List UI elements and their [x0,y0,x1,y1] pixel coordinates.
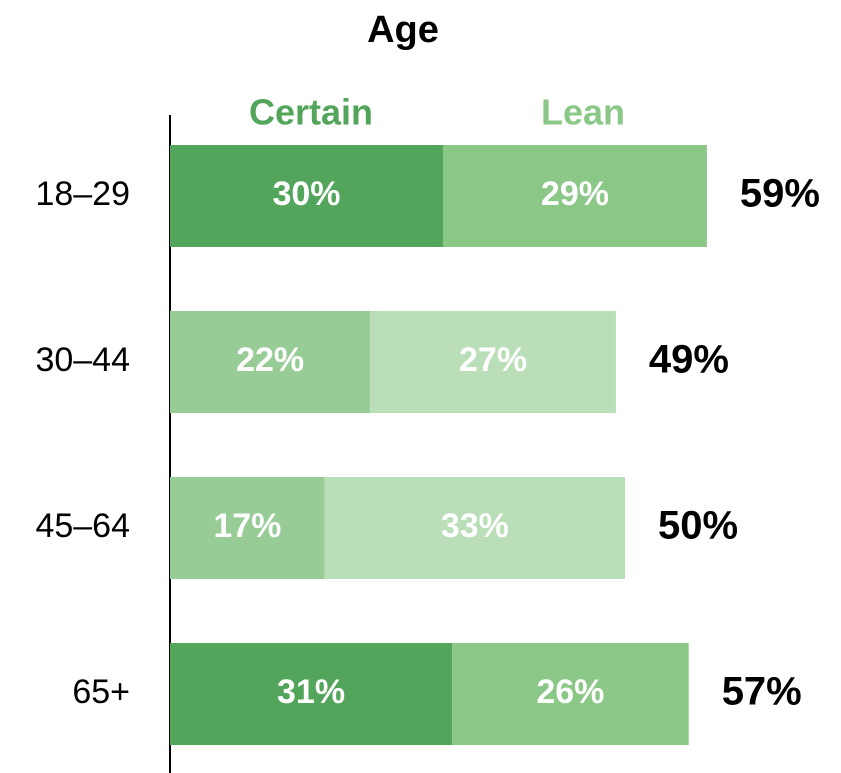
chart-title: Age [367,9,439,51]
segment-label: 17% [213,507,281,545]
segment-label: 31% [277,673,345,711]
category-label: 65+ [72,673,130,711]
legend-label: Certain [249,92,373,133]
bar-segment [443,145,707,247]
legend-label: Lean [541,92,625,133]
bar-segment [170,643,453,745]
segment-label: 29% [541,175,609,213]
bar-segment [452,643,689,745]
bar-segment [170,145,443,247]
bar-segment [324,477,625,579]
segment-label: 22% [236,341,304,379]
total-label: 59% [740,172,820,216]
bar-segment [170,311,371,413]
category-label: 18–29 [35,175,130,213]
total-label: 57% [722,670,802,714]
segment-label: 33% [441,507,509,545]
total-label: 50% [658,504,738,548]
category-label: 30–44 [35,341,130,379]
category-label: 45–64 [35,507,130,545]
bar-segment [370,311,616,413]
bar-segment [170,477,325,579]
segment-label: 26% [536,673,604,711]
segment-label: 30% [272,175,340,213]
total-label: 49% [649,338,729,382]
segment-label: 27% [459,341,527,379]
